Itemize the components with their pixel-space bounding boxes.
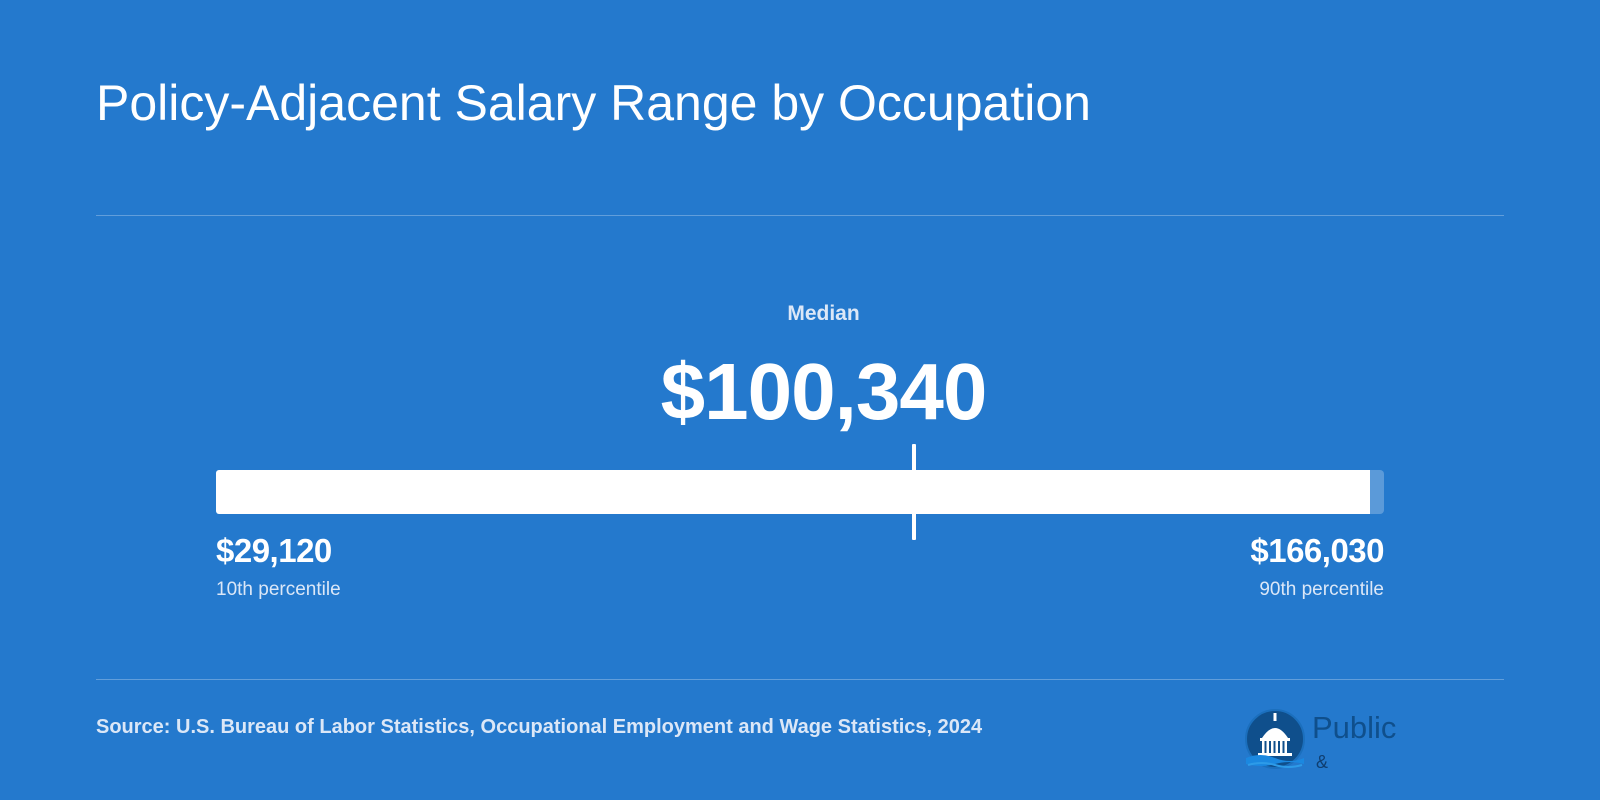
max-percentile-label: 90th percentile: [1259, 579, 1384, 600]
median-marker: [911, 444, 916, 540]
max-value: $166,030: [1250, 532, 1384, 569]
chart-title: Policy-Adjacent Salary Range by Occupati…: [96, 75, 1091, 131]
top-divider: [96, 215, 1504, 216]
logo-ampersand: &: [1316, 752, 1329, 772]
min-value: $29,120: [216, 532, 332, 569]
median-value: $100,340: [660, 347, 988, 436]
logo-wordmark: Public: [1312, 710, 1397, 745]
bottom-divider: [96, 679, 1504, 680]
range-bar-fill: [216, 470, 1371, 514]
capitol-dome-icon: [1245, 709, 1305, 769]
median-label: Median: [787, 302, 860, 325]
min-percentile-label: 10th percentile: [216, 579, 341, 600]
publisher-logo: Public &: [1244, 708, 1504, 772]
logo-tagline: &: [1316, 752, 1328, 773]
source-note: Source: U.S. Bureau of Labor Statistics,…: [96, 716, 983, 738]
